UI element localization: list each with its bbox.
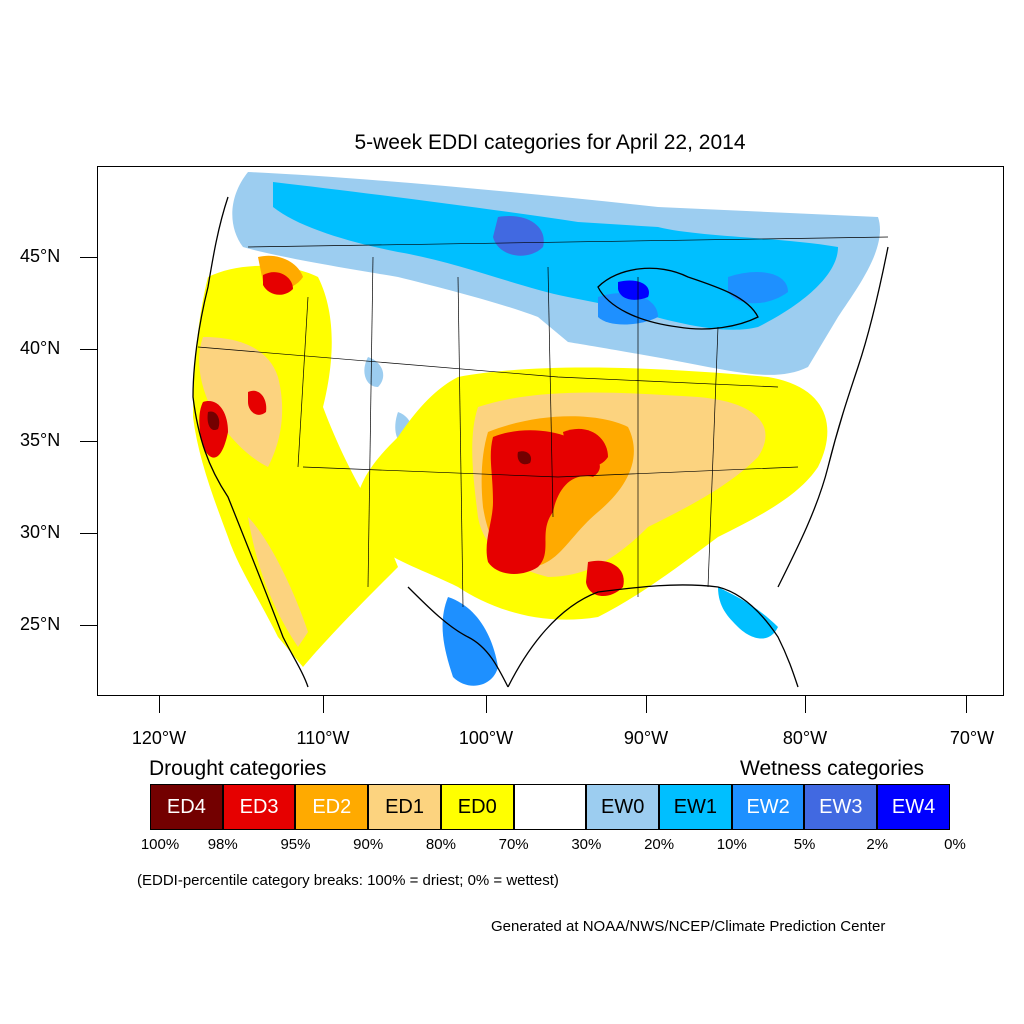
lon-label-100w: 100°W [458, 728, 514, 748]
lon-label-90w: 90°W [623, 728, 669, 748]
wetness-categories-heading: Wetness categories [740, 757, 925, 780]
lon-label-70w: 70°W [949, 728, 995, 748]
break-label: 80% [425, 836, 456, 853]
legend-box-ew4: EW4 [877, 784, 950, 830]
lon-tick [966, 696, 967, 713]
break-label: 70% [498, 836, 529, 853]
lat-tick [80, 257, 97, 258]
lat-label-45n: 45°N [20, 246, 61, 266]
lon-tick [486, 696, 487, 713]
lon-tick [805, 696, 806, 713]
lat-label-35n: 35°N [20, 430, 61, 450]
credit-line: Generated at NOAA/NWS/NCEP/Climate Predi… [491, 918, 886, 935]
map-title: 5-week EDDI categories for April 22, 201… [354, 131, 746, 154]
lon-tick [646, 696, 647, 713]
legend-box-ew3: EW3 [804, 784, 878, 830]
eddi-map [97, 166, 1004, 696]
lat-label-30n: 30°N [20, 522, 61, 542]
legend-box-ed3: ED3 [222, 784, 296, 830]
legend-box-ed1: ED1 [368, 784, 441, 830]
break-note: (EDDI-percentile category breaks: 100% =… [137, 872, 559, 889]
wetness-shading [232, 172, 880, 686]
break-label: 20% [644, 836, 675, 853]
lat-tick [80, 349, 97, 350]
lat-tick [80, 441, 97, 442]
lon-label-110w: 110°W [296, 728, 350, 748]
coastline [192, 196, 889, 688]
map-canvas [192, 172, 889, 688]
drought-shading [193, 255, 828, 667]
state-borders [197, 236, 889, 608]
break-label: 100% [140, 836, 180, 853]
break-label: 2% [866, 836, 889, 853]
legend-box-ed4: ED4 [150, 784, 223, 830]
break-label: 30% [571, 836, 602, 853]
drought-categories-heading: Drought categories [149, 757, 327, 780]
lon-label-120w: 120°W [131, 728, 187, 748]
lat-label-25n: 25°N [20, 614, 61, 634]
legend-box-ew0: EW0 [586, 784, 660, 830]
break-label: 5% [793, 836, 816, 853]
lon-tick [159, 696, 160, 713]
break-label: 95% [280, 836, 311, 853]
break-label: 90% [353, 836, 384, 853]
lat-tick [80, 625, 97, 626]
category-legend: ED4 ED3 ED2 ED1 ED0 EW0 EW1 EW2 EW3 EW4 [150, 784, 950, 830]
legend-box-ew1: EW1 [659, 784, 732, 830]
lon-tick [323, 696, 324, 713]
legend-box-ed2: ED2 [295, 784, 369, 830]
break-label: 0% [944, 836, 966, 853]
break-label: 10% [716, 836, 747, 853]
legend-box-ew2: EW2 [731, 784, 805, 830]
lat-tick [80, 533, 97, 534]
lat-label-40n: 40°N [20, 338, 61, 358]
legend-box-ed0: ED0 [440, 784, 514, 830]
lon-label-80w: 80°W [782, 728, 828, 748]
break-label: 98% [207, 836, 238, 853]
legend-box-normal [513, 784, 587, 830]
